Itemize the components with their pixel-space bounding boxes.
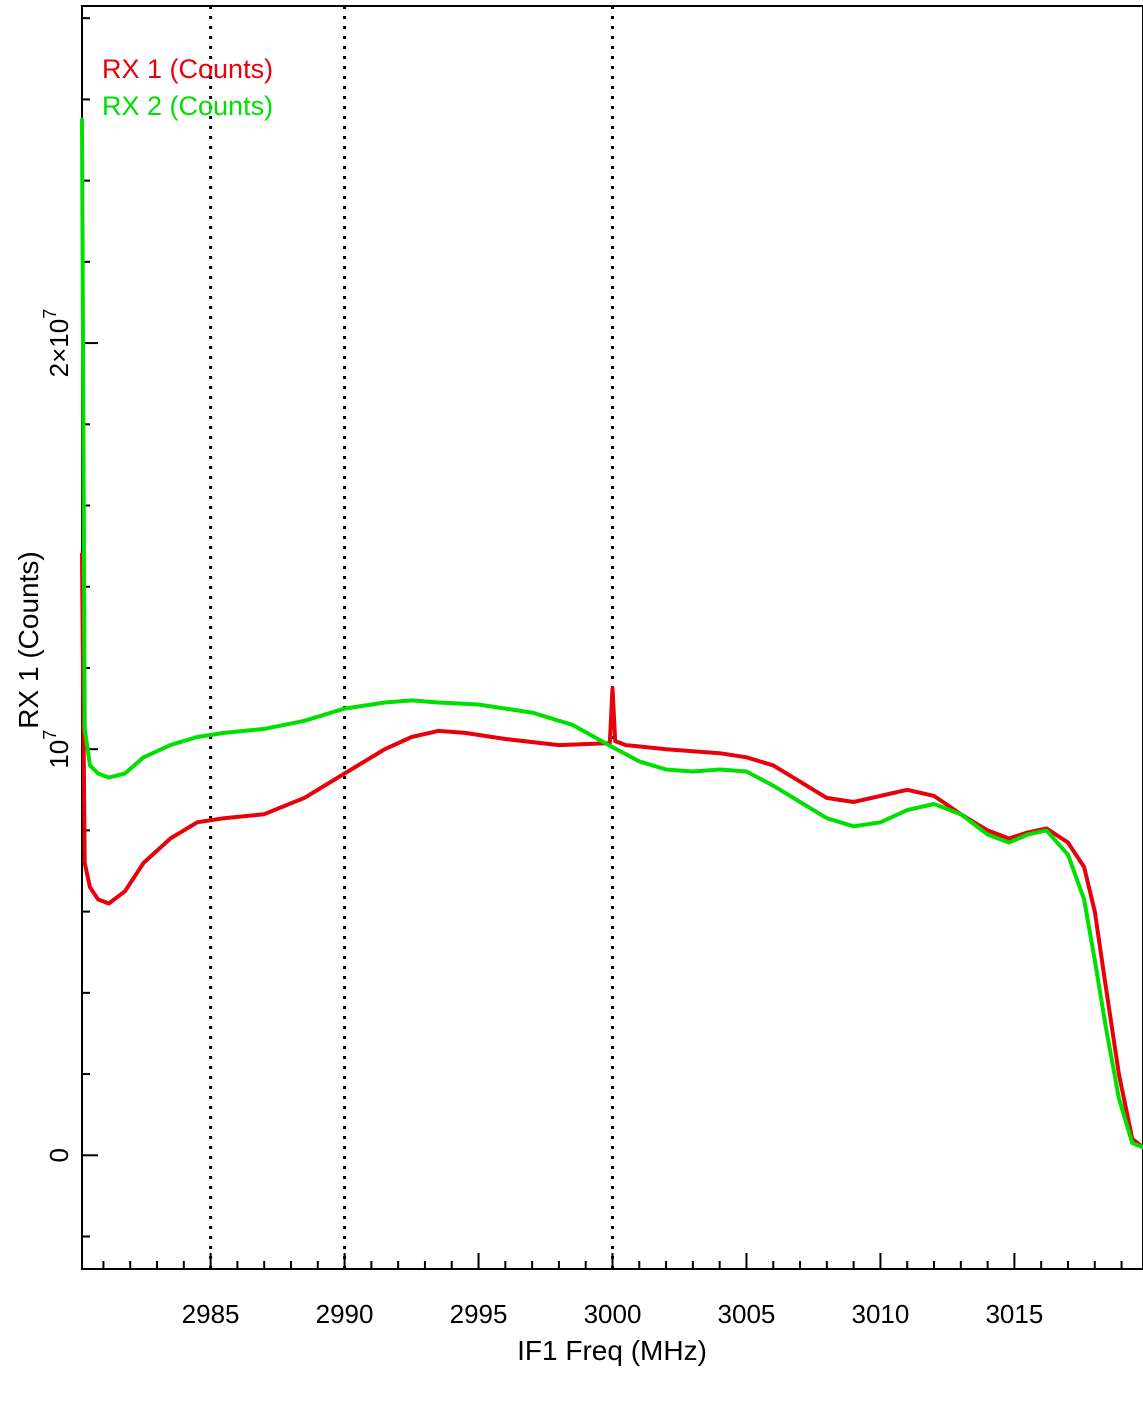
series-line-rx2 — [80, 117, 1143, 1150]
x-tick-label: 3010 — [852, 1299, 910, 1329]
legend: RX 1 (Counts) RX 2 (Counts) — [102, 54, 273, 121]
y-tick-label: 0 — [44, 1148, 74, 1162]
x-tick-labels: 2985 2990 2995 3000 3005 3010 3015 — [182, 1299, 1044, 1329]
x-tick-label: 3015 — [985, 1299, 1043, 1329]
series-layer — [80, 117, 1143, 1150]
y-axis-title: RX 1 (Counts) — [13, 551, 44, 728]
y-tick-label: 107 — [40, 730, 74, 769]
y-tick-label: 2×107 — [40, 309, 74, 378]
legend-rx2: RX 2 (Counts) — [102, 91, 273, 121]
axis-ticks — [82, 17, 1123, 1269]
y-tick-labels: 0 107 2×107 — [40, 309, 74, 1163]
x-tick-label: 3000 — [584, 1299, 642, 1329]
reference-lines — [209, 6, 614, 1269]
x-tick-label: 3005 — [718, 1299, 776, 1329]
x-tick-label: 2985 — [182, 1299, 240, 1329]
x-tick-label: 2995 — [450, 1299, 508, 1329]
x-axis-title: IF1 Freq (MHz) — [517, 1335, 707, 1366]
x-tick-label: 2990 — [316, 1299, 374, 1329]
series-line-rx1 — [80, 552, 1143, 1150]
legend-rx1: RX 1 (Counts) — [102, 54, 273, 84]
